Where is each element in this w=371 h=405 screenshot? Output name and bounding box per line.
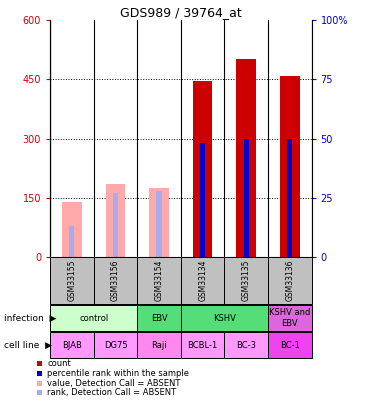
Bar [137,305,181,331]
Bar [113,193,118,257]
Bar [62,202,82,257]
Text: percentile rank within the sample: percentile rank within the sample [47,369,189,378]
Bar [181,257,224,304]
Bar [157,191,162,257]
Bar [137,257,181,304]
Text: BCBL-1: BCBL-1 [187,341,218,350]
Text: GSM33154: GSM33154 [155,260,164,301]
Bar [181,305,268,331]
Bar [94,332,137,358]
Bar [149,188,169,257]
Text: control: control [79,313,108,323]
Text: BJAB: BJAB [62,341,82,350]
Text: KSHV and
EBV: KSHV and EBV [269,309,311,328]
Text: BC-3: BC-3 [236,341,256,350]
Text: DG75: DG75 [104,341,127,350]
Text: Raji: Raji [151,341,167,350]
Bar [244,139,249,257]
Text: BC-1: BC-1 [280,341,300,350]
Bar [200,143,205,257]
Bar [268,257,312,304]
Title: GDS989 / 39764_at: GDS989 / 39764_at [120,6,242,19]
Text: GSM33135: GSM33135 [242,260,251,301]
Text: GSM33155: GSM33155 [68,260,76,301]
Bar [224,332,268,358]
Text: GSM33134: GSM33134 [198,260,207,301]
Text: GSM33136: GSM33136 [285,260,294,301]
Text: rank, Detection Call = ABSENT: rank, Detection Call = ABSENT [47,388,176,397]
Text: KSHV: KSHV [213,313,236,323]
Text: EBV: EBV [151,313,167,323]
Bar [287,139,292,257]
Text: cell line  ▶: cell line ▶ [4,341,52,350]
Text: GSM33156: GSM33156 [111,260,120,301]
Bar [50,332,94,358]
Bar [181,332,224,358]
Text: infection  ▶: infection ▶ [4,313,56,323]
Bar [193,81,213,257]
Bar [50,305,137,331]
Bar [268,332,312,358]
Bar [94,257,137,304]
Bar [137,332,181,358]
Bar [69,226,75,257]
Bar [50,257,94,304]
Text: value, Detection Call = ABSENT: value, Detection Call = ABSENT [47,379,181,388]
Bar [236,59,256,257]
Bar [280,76,300,257]
Text: count: count [47,359,71,368]
Bar [224,257,268,304]
Bar [268,305,312,331]
Bar [106,184,125,257]
